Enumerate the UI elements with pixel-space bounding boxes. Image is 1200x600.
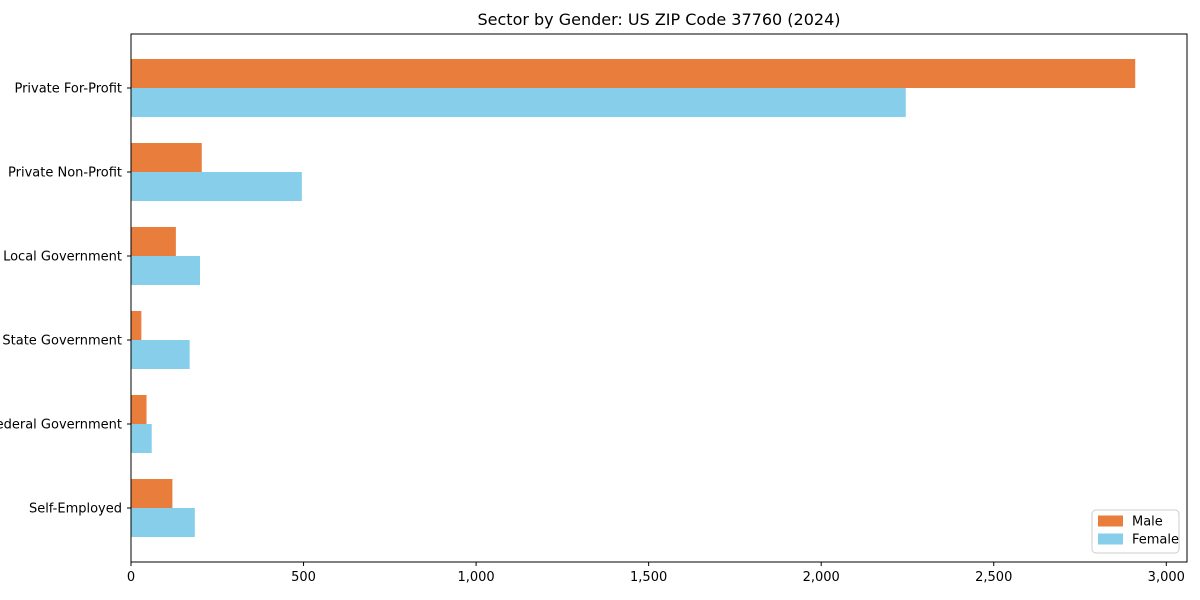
x-tick-label: 500 — [291, 570, 316, 585]
bar-female-federal-government — [131, 424, 152, 453]
bar-female-local-government — [131, 256, 201, 285]
bar-male-local-government — [131, 227, 176, 256]
legend: Male Female — [1091, 509, 1180, 554]
x-tick-label: 0 — [127, 570, 135, 585]
legend-swatch-male — [1098, 515, 1123, 527]
bars-layer — [131, 59, 1136, 537]
bar-male-state-government — [131, 311, 142, 340]
y-tick-label: State Government — [2, 334, 122, 349]
bar-female-self-employed — [131, 508, 195, 537]
x-tick-label: 1,000 — [457, 570, 494, 585]
bar-male-private-for-profit — [131, 59, 1136, 88]
legend-label-female: Female — [1132, 533, 1179, 548]
y-tick-label: Private For-Profit — [14, 82, 122, 97]
bar-male-federal-government — [131, 395, 147, 424]
y-tick-label: Local Government — [3, 250, 122, 265]
bar-female-private-for-profit — [131, 88, 906, 117]
y-tick-label: Federal Government — [0, 418, 122, 433]
plot-border — [130, 33, 1188, 563]
x-tick-label: 3,000 — [1148, 570, 1185, 585]
x-axis: 0 500 1,000 1,500 2,000 2,500 3,000 — [127, 562, 1185, 585]
legend-label-male: Male — [1132, 515, 1163, 530]
x-tick-label: 1,500 — [630, 570, 667, 585]
y-tick-label: Private Non-Profit — [8, 166, 122, 181]
bar-male-private-non-profit — [131, 143, 202, 172]
bar-male-self-employed — [131, 479, 173, 508]
legend-swatch-female — [1098, 533, 1123, 545]
bar-female-private-non-profit — [131, 172, 302, 201]
bar-female-state-government — [131, 340, 190, 369]
x-tick-label: 2,000 — [803, 570, 840, 585]
x-tick-label: 2,500 — [975, 570, 1012, 585]
chart-title: Sector by Gender: US ZIP Code 37760 (202… — [478, 10, 841, 29]
y-tick-label: Self-Employed — [29, 502, 122, 517]
y-axis: Private For-Profit Private Non-Profit Loca… — [0, 82, 131, 517]
